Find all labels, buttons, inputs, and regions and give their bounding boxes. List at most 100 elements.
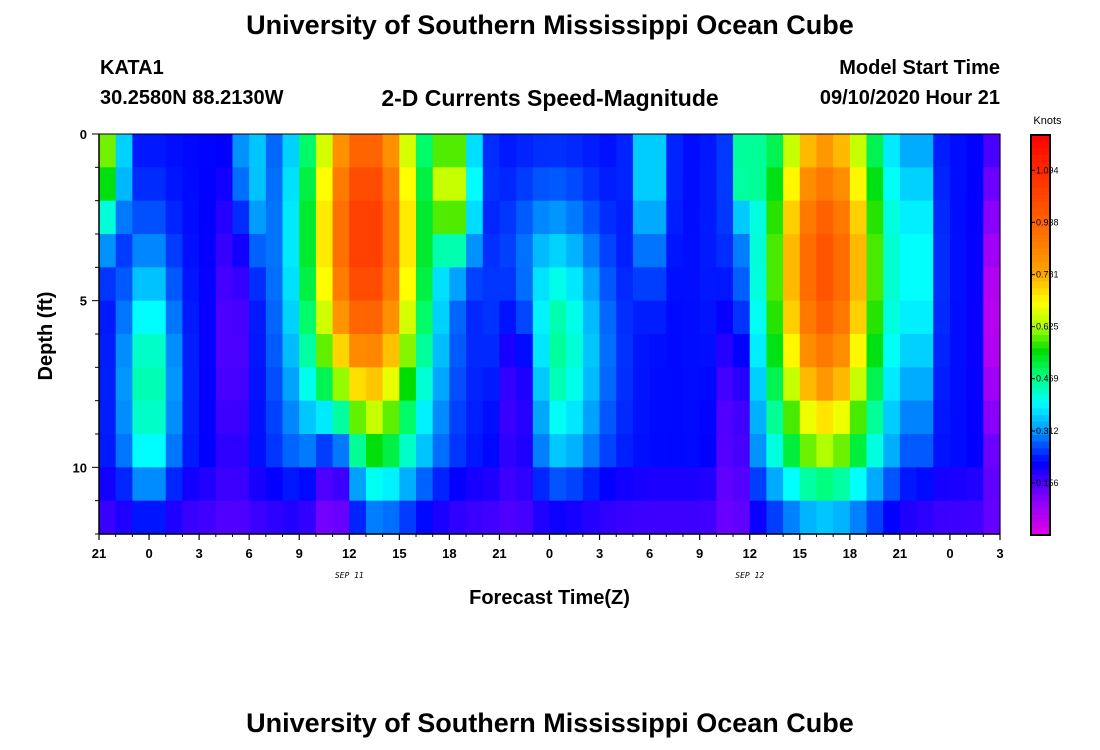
heatmap-cell — [482, 267, 501, 302]
heatmap-cell — [616, 500, 634, 535]
heatmap-cell — [132, 267, 150, 302]
colorbar-segment — [1031, 301, 1050, 309]
colorbar-segment — [1031, 195, 1050, 203]
heatmap-cell — [232, 134, 250, 168]
heatmap-cell — [99, 500, 117, 535]
heatmap-cell — [399, 234, 417, 268]
heatmap-cell — [282, 500, 300, 535]
heatmap-cell — [616, 200, 634, 235]
heatmap-cell — [949, 434, 968, 468]
heatmap-cell — [516, 267, 534, 302]
heatmap-cell — [299, 134, 317, 168]
heatmap-cell — [449, 467, 467, 502]
heatmap-cell — [682, 434, 701, 468]
heatmap-cell — [966, 300, 984, 335]
heatmap-cell — [632, 234, 651, 268]
colorbar-segment — [1031, 375, 1050, 383]
heatmap-cell — [115, 334, 133, 368]
heatmap-cell — [666, 134, 684, 168]
heatmap-cell — [883, 234, 901, 268]
heatmap-cell — [849, 134, 868, 168]
heatmap-cell — [649, 467, 667, 502]
heatmap-cell — [115, 267, 133, 302]
colorbar-segment — [1031, 388, 1050, 396]
heatmap-cell — [949, 300, 968, 335]
heatmap-cell — [532, 234, 551, 268]
heatmap-cell — [733, 234, 751, 268]
heatmap-cell — [799, 134, 818, 168]
heatmap-cell — [99, 334, 117, 368]
colorbar-segment — [1031, 355, 1050, 363]
heatmap-cell — [682, 167, 701, 202]
heatmap-cell — [516, 400, 534, 435]
heatmap-cell — [299, 367, 317, 402]
heatmap-cell — [599, 334, 617, 368]
heatmap-cell — [282, 200, 300, 235]
colorbar-unit: Knots — [1033, 115, 1062, 127]
colorbar-segment — [1031, 168, 1050, 176]
heatmap-cell — [699, 500, 717, 535]
heatmap-cell — [733, 167, 751, 202]
colorbar-segment — [1031, 421, 1050, 429]
heatmap-cell — [983, 334, 1001, 368]
heatmap-cell — [749, 400, 768, 435]
heatmap-cell — [199, 167, 217, 202]
heatmap-cell — [165, 367, 184, 402]
heatmap-cell — [182, 467, 200, 502]
heatmap-cell — [416, 367, 434, 402]
heatmap-cell — [182, 267, 200, 302]
heatmap-cell — [966, 134, 984, 168]
heatmap-cell — [399, 434, 417, 468]
heatmap-cell — [766, 134, 784, 168]
heatmap-cell — [799, 167, 818, 202]
heatmap-cell — [416, 234, 434, 268]
heatmap-cell — [165, 434, 184, 468]
heatmap-cell — [733, 500, 751, 535]
heatmap-cell — [916, 200, 934, 235]
heatmap-cell — [582, 500, 601, 535]
heatmap-cell — [516, 134, 534, 168]
heatmap-cell — [315, 300, 334, 335]
heatmap-cell — [149, 334, 167, 368]
heatmap-cell — [182, 167, 200, 202]
heatmap-cell — [666, 167, 684, 202]
heatmap-cell — [432, 134, 450, 168]
heatmap-cell — [632, 467, 651, 502]
heatmap-cell — [382, 334, 400, 368]
heatmap-cell — [766, 500, 784, 535]
heatmap-cell — [632, 167, 651, 202]
heatmap-cell — [99, 400, 117, 435]
heatmap-cell — [766, 300, 784, 335]
heatmap-cell — [616, 134, 634, 168]
heatmap-cell — [682, 234, 701, 268]
heatmap-cell — [249, 167, 267, 202]
heatmap-cell — [182, 367, 200, 402]
heatmap-cell — [582, 234, 601, 268]
heatmap-cell — [632, 334, 651, 368]
heatmap-cell — [799, 234, 818, 268]
heatmap-cell — [799, 300, 818, 335]
heatmap-cell — [199, 234, 217, 268]
heatmap-cell — [833, 434, 851, 468]
heatmap-cell — [566, 500, 584, 535]
heatmap-cell — [416, 200, 434, 235]
heatmap-cell — [916, 500, 934, 535]
colorbar-segment — [1031, 448, 1050, 456]
heatmap-cell — [899, 434, 918, 468]
heatmap-cell — [833, 167, 851, 202]
heatmap-cell — [99, 267, 117, 302]
heatmap-cell — [332, 334, 350, 368]
heatmap-cell — [149, 500, 167, 535]
heatmap-cell — [549, 167, 567, 202]
heatmap-cell — [983, 500, 1001, 535]
heatmap-cell — [399, 300, 417, 335]
heatmap-cell — [482, 400, 501, 435]
heatmap-cell — [699, 267, 717, 302]
heatmap-cell — [899, 300, 918, 335]
heatmap-cell — [799, 500, 818, 535]
colorbar-segment — [1031, 395, 1050, 403]
heatmap-cell — [966, 400, 984, 435]
heatmap-cell — [199, 467, 217, 502]
heatmap-cell — [799, 334, 818, 368]
heatmap-cell — [165, 134, 184, 168]
